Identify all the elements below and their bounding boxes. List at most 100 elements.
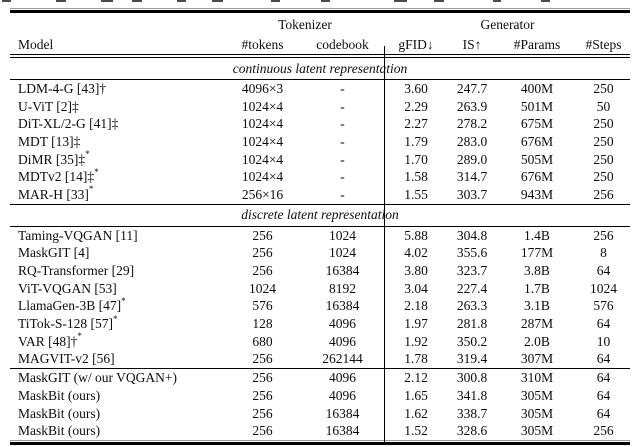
table-row: VAR [48]†* 680 4096 1.92 350.2 2.0B 10 xyxy=(10,332,630,351)
params-cell: 305M xyxy=(520,387,554,403)
section-title-row: continuous latent representation xyxy=(10,58,630,79)
model-footnote-marker: * xyxy=(88,184,94,195)
params-cell: 676M xyxy=(520,169,554,185)
params-cell: 310M xyxy=(520,370,554,386)
tokens-cell: 1024×4 xyxy=(241,133,284,149)
model-name: U-ViT [2]‡ xyxy=(18,98,79,114)
is-cell: 303.7 xyxy=(456,186,488,202)
tokens-cell: 256 xyxy=(252,387,273,403)
codebook-cell: - xyxy=(340,151,345,167)
steps-cell: 576 xyxy=(593,298,614,314)
table-row: MAR-H [33]* 256×16 - 1.55 303.7 943M 256 xyxy=(10,184,630,204)
tokens-cell: 680 xyxy=(252,333,273,349)
gfid-cell: 3.04 xyxy=(404,280,428,296)
gfid-cell: 5.88 xyxy=(404,227,428,243)
model-name: MaskBit (ours) xyxy=(18,387,101,403)
is-cell: 338.7 xyxy=(456,405,488,421)
column-header-model: Model xyxy=(18,36,54,52)
steps-cell: 64 xyxy=(596,351,611,367)
model-name: TiTok-S-128 [57] xyxy=(18,316,113,332)
steps-cell: 64 xyxy=(596,370,611,386)
model-name: MAGVIT-v2 [56] xyxy=(18,351,115,367)
model-cell: MaskBit (ours) xyxy=(10,388,225,404)
steps-cell: 64 xyxy=(596,316,611,332)
model-cell: DiMR [35]‡* xyxy=(10,149,225,168)
model-footnote-marker: * xyxy=(112,313,118,324)
column-divider-line xyxy=(384,46,385,443)
params-cell: 505M xyxy=(520,151,554,167)
gfid-cell: 1.52 xyxy=(404,423,428,439)
params-cell: 2.0B xyxy=(524,333,550,349)
steps-cell: 8 xyxy=(600,245,607,261)
model-name: ViT-VQGAN [53] xyxy=(18,280,117,296)
model-name: VAR [48]† xyxy=(18,333,78,349)
is-cell: 278.2 xyxy=(456,116,488,132)
is-cell: 263.3 xyxy=(456,298,488,314)
model-name: MaskBit (ours) xyxy=(18,405,101,421)
gfid-cell: 2.29 xyxy=(404,98,428,114)
model-name: DiT-XL/2-G [41]‡ xyxy=(18,116,119,132)
steps-cell: 64 xyxy=(596,263,611,279)
codebook-cell: 4096 xyxy=(329,316,356,332)
model-name: MaskBit (ours) xyxy=(18,423,101,439)
model-name: MaskGIT (w/ our VQGAN+) xyxy=(18,370,177,386)
model-footnote-marker: * xyxy=(94,166,99,177)
header-separator-rule xyxy=(10,54,630,58)
column-header-codebook: codebook xyxy=(316,36,369,52)
group-header-row: Tokenizer Generator xyxy=(10,14,630,35)
is-cell: 300.8 xyxy=(456,370,488,386)
tokens-cell: 256 xyxy=(252,263,273,279)
table-row: MDTv2 [14]‡* 1024×4 - 1.58 314.7 676M 25… xyxy=(10,166,630,186)
params-cell: 501M xyxy=(520,98,554,114)
codebook-cell: 4096 xyxy=(329,387,356,403)
section-divider-rule xyxy=(10,203,630,205)
model-name: MDT [13]‡ xyxy=(18,133,81,149)
tokens-cell: 256 xyxy=(252,405,273,421)
is-cell: 304.8 xyxy=(456,227,488,243)
column-header-gfid: gFID↓ xyxy=(398,36,434,52)
tokens-cell: 576 xyxy=(252,298,273,314)
table-row: MaskBit (ours) 256 16384 1.62 338.7 305M… xyxy=(10,405,630,423)
section-title: discrete latent representation xyxy=(241,207,399,223)
codebook-cell: 16384 xyxy=(325,263,360,279)
steps-cell: 256 xyxy=(593,227,614,243)
params-cell: 1.4B xyxy=(524,227,550,243)
gfid-cell: 1.65 xyxy=(404,387,428,403)
column-header-steps: #Steps xyxy=(585,36,622,52)
section-divider-rule xyxy=(10,79,630,80)
gfid-cell: 1.78 xyxy=(404,351,428,367)
tokens-cell: 256 xyxy=(252,423,273,439)
table-row: ViT-VQGAN [53] 1024 8192 3.04 227.4 1.7B… xyxy=(10,280,630,298)
table-row: MDT [13]‡ 1024×4 - 1.79 283.0 676M 250 xyxy=(10,133,630,151)
gfid-cell: 3.60 xyxy=(404,80,428,96)
tokens-cell: 256 xyxy=(252,245,273,261)
tokens-cell: 1024×4 xyxy=(241,98,284,114)
gfid-cell: 1.97 xyxy=(404,316,428,332)
codebook-cell: - xyxy=(340,80,345,96)
tokens-cell: 128 xyxy=(252,316,273,332)
model-cell: U-ViT [2]‡ xyxy=(10,99,225,115)
tokens-cell: 4096×3 xyxy=(241,80,284,96)
tokens-cell: 256 xyxy=(252,227,273,243)
codebook-cell: 16384 xyxy=(325,423,360,439)
is-cell: 263.9 xyxy=(456,98,488,114)
codebook-cell: 16384 xyxy=(325,298,360,314)
tokens-cell: 1024×4 xyxy=(241,116,284,132)
model-footnote-marker: * xyxy=(85,149,90,160)
steps-cell: 256 xyxy=(593,423,614,439)
table-row: LlamaGen-3B [47]* 576 16384 2.18 263.3 3… xyxy=(10,296,630,316)
table-row: MaskBit (ours) 256 4096 1.65 341.8 305M … xyxy=(10,387,630,405)
tokens-cell: 1024×4 xyxy=(241,151,284,167)
table-body: continuous latent representation LDM-4-G… xyxy=(10,58,630,440)
model-cell: MaskBit (ours) xyxy=(10,406,225,422)
params-cell: 3.1B xyxy=(524,298,550,314)
codebook-cell: 4096 xyxy=(329,370,356,386)
model-name: RQ-Transformer [29] xyxy=(18,263,135,279)
model-cell: LDM-4-G [43]† xyxy=(10,81,225,97)
params-cell: 1.7B xyxy=(524,280,550,296)
is-cell: 227.4 xyxy=(456,280,488,296)
table-row: U-ViT [2]‡ 1024×4 - 2.29 263.9 501M 50 xyxy=(10,98,630,116)
table-row: TiTok-S-128 [57]* 128 4096 1.97 281.8 28… xyxy=(10,313,630,333)
params-cell: 676M xyxy=(520,133,554,149)
model-cell: TiTok-S-128 [57]* xyxy=(10,313,225,332)
